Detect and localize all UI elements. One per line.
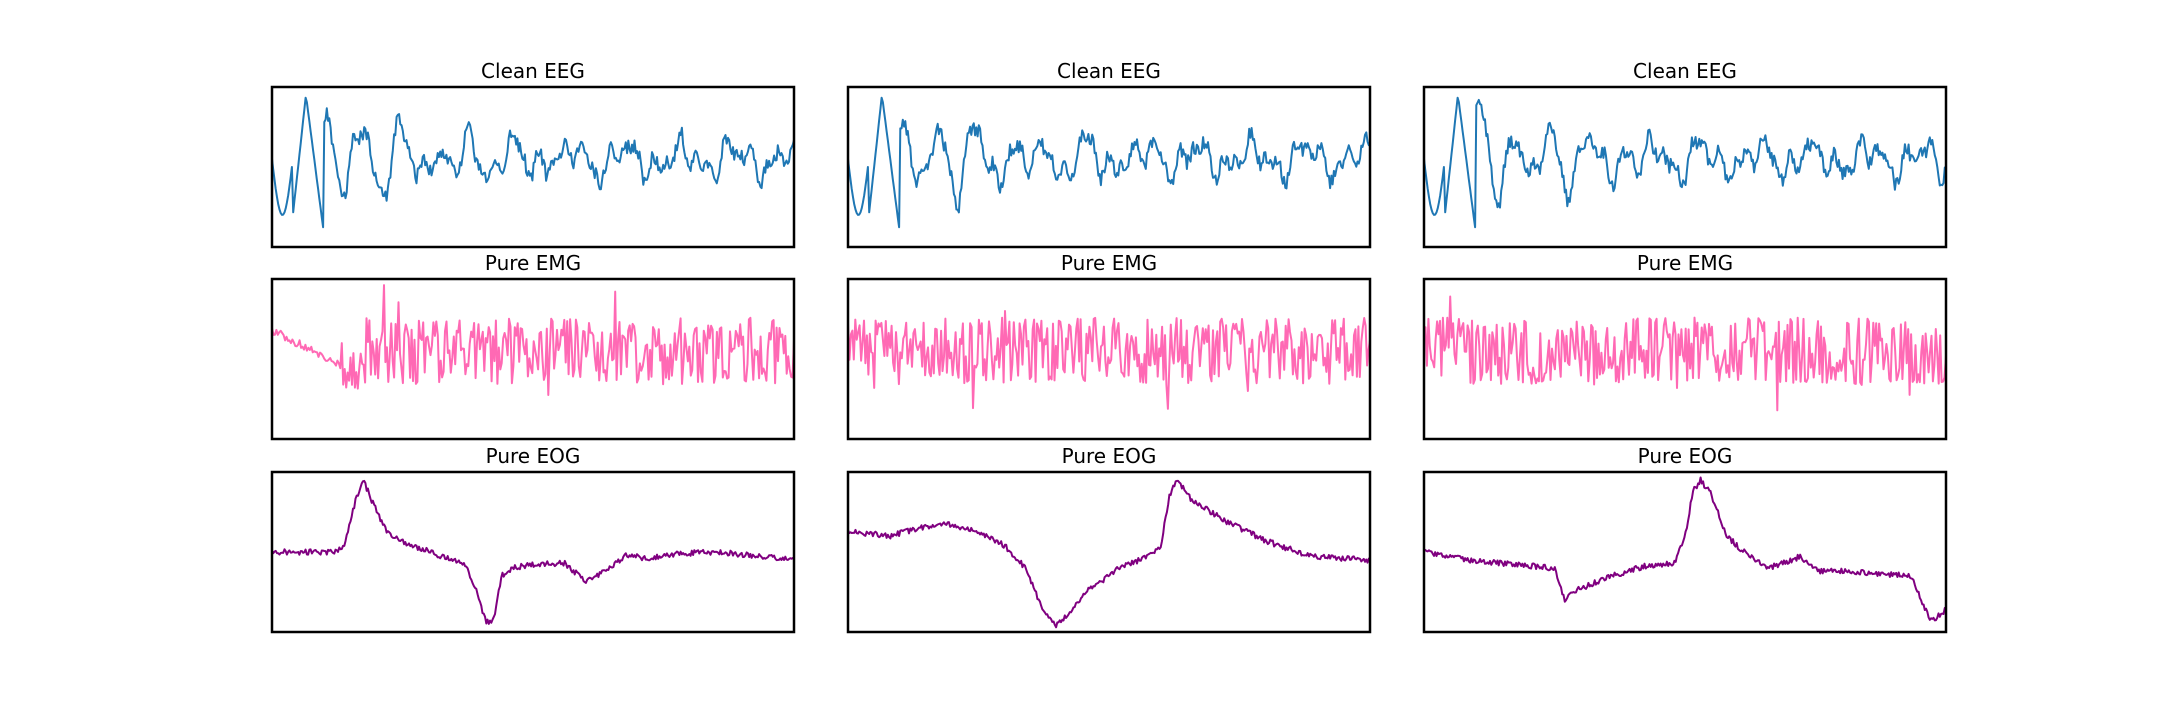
subplot-eog-7: Pure EOG [270, 444, 796, 634]
signal-trace [847, 479, 1371, 629]
plot-area [846, 277, 1372, 441]
subplot-title: Pure EOG [1637, 444, 1733, 468]
plot-area [270, 470, 796, 634]
signal-trace [271, 284, 795, 396]
plot-area [1422, 85, 1948, 249]
signal-trace [271, 479, 795, 625]
signal-trace [1423, 295, 1947, 412]
subplot-eog-9: Pure EOG [1422, 444, 1948, 634]
subplot-title: Pure EOG [1061, 444, 1157, 468]
axes-frame [846, 85, 1372, 249]
subplot-title: Pure EOG [485, 444, 581, 468]
signal-trace [1423, 476, 1947, 622]
subplot-emg-5: Pure EMG [846, 251, 1372, 441]
subplot-title: Clean EEG [481, 59, 585, 83]
axes-frame [1422, 277, 1948, 441]
subplot-title: Pure EMG [1636, 251, 1734, 275]
axes-frame [846, 277, 1372, 441]
plot-area [1422, 470, 1948, 634]
plot-area [270, 277, 796, 441]
signal-trace [847, 96, 1371, 229]
axes-frame [270, 277, 796, 441]
signal-trace [1423, 96, 1947, 229]
subplot-title: Clean EEG [1633, 59, 1737, 83]
subplot-title: Pure EMG [1060, 251, 1158, 275]
subplot-emg-6: Pure EMG [1422, 251, 1948, 441]
axes-frame [846, 470, 1372, 634]
axes-frame [1422, 470, 1948, 634]
plot-area [1422, 277, 1948, 441]
axes-frame [1422, 85, 1948, 249]
subplot-emg-drift-4: Pure EMG [270, 251, 796, 441]
subplot-title: Clean EEG [1057, 59, 1161, 83]
plot-area [270, 85, 796, 249]
plot-area [846, 85, 1372, 249]
subplot-eog-8: Pure EOG [846, 444, 1372, 634]
signal-trace [847, 310, 1371, 410]
subplot-title: Pure EMG [484, 251, 582, 275]
subplot-eeg-2: Clean EEG [846, 59, 1372, 249]
subplot-eeg-3: Clean EEG [1422, 59, 1948, 249]
axes-frame [270, 85, 796, 249]
subplot-eeg-1: Clean EEG [270, 59, 796, 249]
axes-frame [270, 470, 796, 634]
signal-trace [271, 96, 795, 229]
plot-area [846, 470, 1372, 634]
